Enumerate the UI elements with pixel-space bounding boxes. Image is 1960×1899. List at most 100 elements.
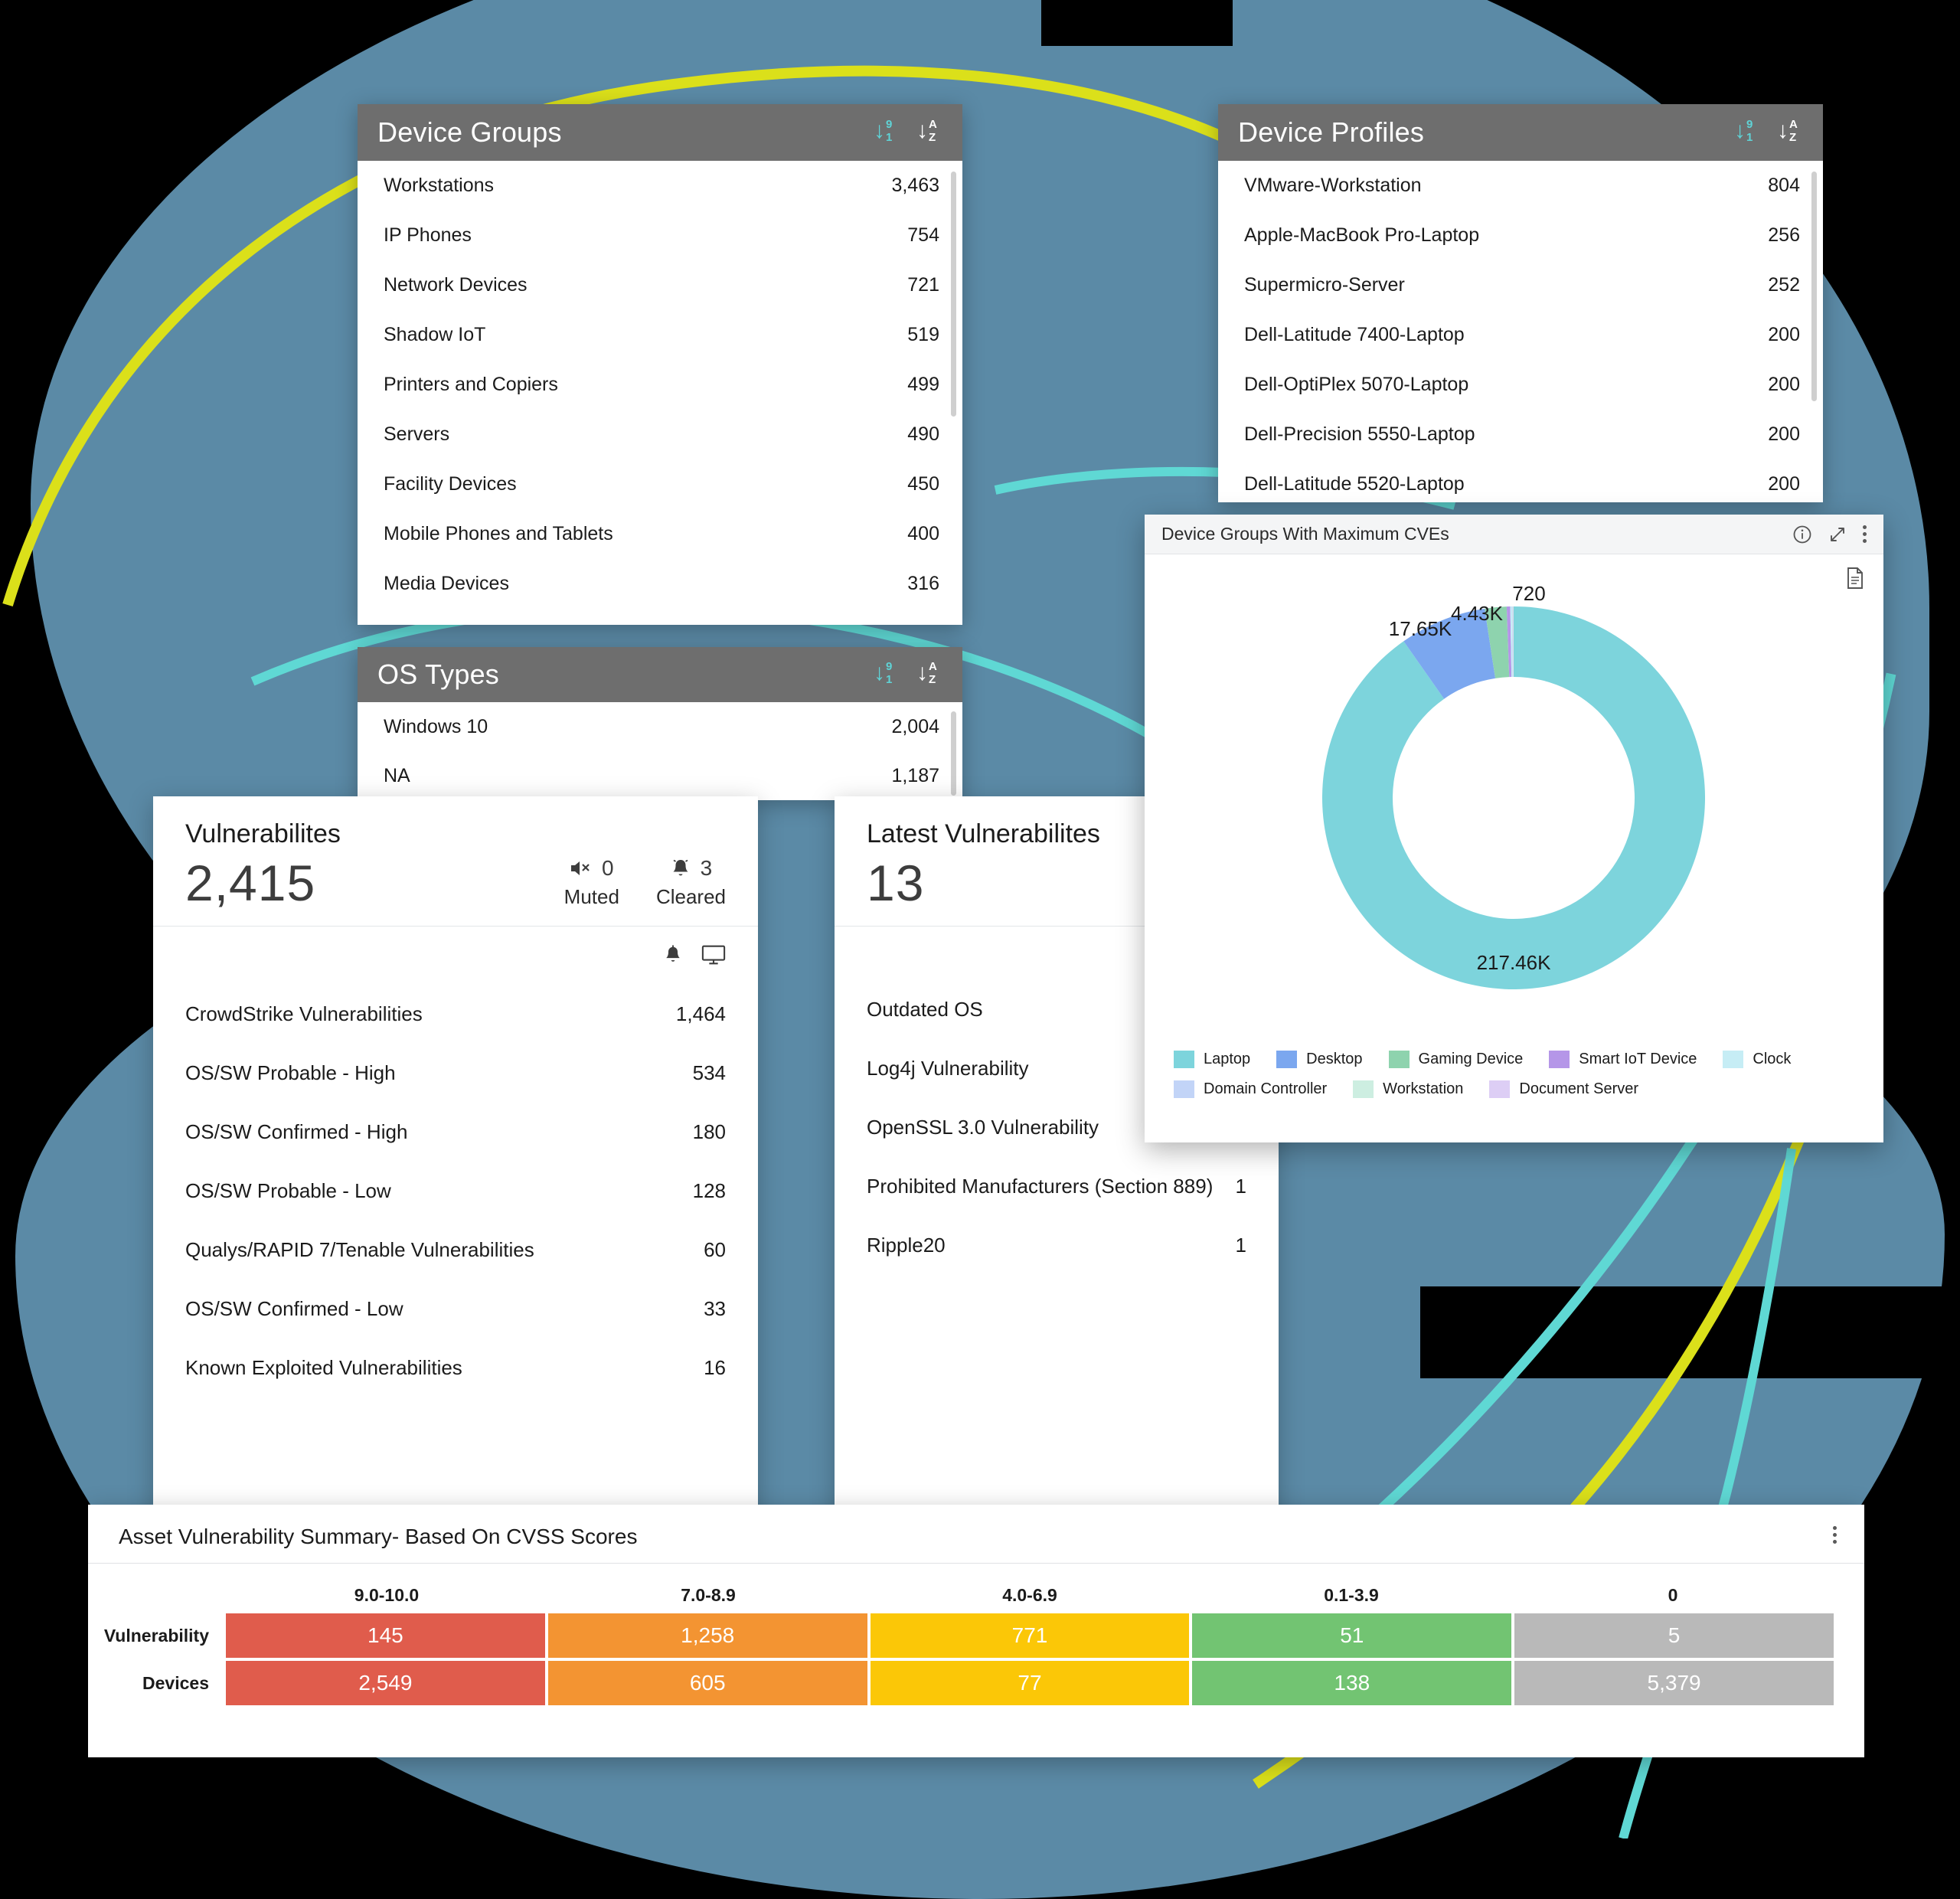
summary-row-label: Devices <box>142 1672 209 1693</box>
list-item[interactable]: OpenSSL 3.0 Vulnerability <box>835 1098 1279 1157</box>
device-groups-scrollbar[interactable] <box>951 172 956 417</box>
summary-cell[interactable]: 5,379 <box>1514 1661 1834 1705</box>
list-item-label: Network Devices <box>384 274 528 296</box>
vulnerabilities-list[interactable]: CrowdStrike Vulnerabilities 1,464 OS/SW Pr… <box>153 971 758 1405</box>
list-item-value: 180 <box>692 1120 726 1143</box>
legend-item[interactable]: Domain Controller <box>1174 1080 1327 1098</box>
list-item-label: Log4j Vulnerability <box>867 1057 1029 1080</box>
summary-cell[interactable]: 145 <box>226 1613 545 1658</box>
sort-alpha-desc-icon[interactable]: ↓ A Z <box>916 118 937 144</box>
more-vertical-icon[interactable] <box>1863 525 1867 543</box>
list-item[interactable]: CrowdStrike Vulnerabilities 1,464 <box>153 985 758 1044</box>
list-item[interactable]: Qualys/RAPID 7/Tenable Vulnerabilities 60 <box>153 1221 758 1280</box>
table-row: Vulnerability 145 1,258 771 51 5 <box>104 1613 1834 1658</box>
donut-segment[interactable] <box>1511 606 1514 678</box>
list-item[interactable]: NA 1,187 <box>358 751 962 800</box>
donut-segment[interactable] <box>1510 606 1513 678</box>
donut-segment[interactable] <box>1513 606 1514 678</box>
more-vertical-icon[interactable] <box>1833 1526 1837 1544</box>
list-item[interactable]: Facility Devices 450 <box>358 459 962 509</box>
legend-item[interactable]: Laptop <box>1174 1051 1250 1068</box>
speaker-muted-icon <box>571 861 590 875</box>
donut-segment[interactable] <box>1403 608 1496 699</box>
device-groups-cve-widget: Device Groups With Maximum CVEs 217.46K 1… <box>1145 515 1883 1142</box>
list-item[interactable]: Servers 490 <box>358 410 962 459</box>
legend-item[interactable]: Smart IoT Device <box>1549 1051 1697 1068</box>
legend-item[interactable]: Desktop <box>1276 1051 1363 1068</box>
monitor-icon[interactable] <box>701 943 726 966</box>
donut-segment-label: 4.43K <box>1451 602 1504 625</box>
list-item[interactable]: Windows 10 2,004 <box>358 702 962 751</box>
summary-column-header: 4.0-6.9 <box>1002 1585 1057 1605</box>
list-item[interactable]: Workstations 3,463 <box>358 161 962 211</box>
os-types-scrollbar[interactable] <box>951 711 956 796</box>
list-item[interactable]: Outdated OS <box>835 980 1279 1039</box>
sort-numeric-desc-icon[interactable]: ↓ 9 1 <box>1734 118 1753 144</box>
expand-arrows-icon[interactable] <box>1828 525 1847 544</box>
list-item-label: Supermicro-Server <box>1244 274 1405 296</box>
summary-cell[interactable]: 138 <box>1192 1661 1512 1705</box>
device-groups-list[interactable]: Workstations 3,463 IP Phones 754 Network Dev… <box>358 161 962 609</box>
list-item[interactable]: Shadow IoT 519 <box>358 310 962 360</box>
summary-column-header: 0.1-3.9 <box>1324 1585 1379 1605</box>
legend-item[interactable]: Gaming Device <box>1388 1051 1523 1068</box>
legend-swatch <box>1174 1051 1194 1068</box>
summary-cell[interactable]: 771 <box>870 1613 1190 1658</box>
list-item[interactable]: Printers and Copiers 499 <box>358 360 962 410</box>
list-item[interactable]: Apple-MacBook Pro-Laptop 256 <box>1218 211 1823 260</box>
document-icon[interactable] <box>1845 567 1865 590</box>
list-item-label: IP Phones <box>384 224 472 246</box>
list-item-label: Workstations <box>384 175 495 196</box>
list-item[interactable]: VMware-Workstation 804 <box>1218 161 1823 211</box>
donut-segment[interactable] <box>1506 606 1512 678</box>
sort-numeric-desc-icon[interactable]: ↓ 9 1 <box>874 118 893 144</box>
legend-item[interactable]: Clock <box>1723 1051 1791 1068</box>
vulnerabilities-card-header: Vulnerabilites 2,415 0 Muted <box>153 796 758 927</box>
list-item[interactable]: OS/SW Confirmed - Low 33 <box>153 1280 758 1338</box>
list-item[interactable]: Known Exploited Vulnerabilities 16 <box>153 1338 758 1397</box>
list-item[interactable]: Log4j Vulnerability <box>835 1039 1279 1098</box>
summary-cell[interactable]: 51 <box>1192 1613 1512 1658</box>
donut-segment[interactable] <box>1512 606 1514 678</box>
legend-item[interactable]: Workstation <box>1353 1080 1463 1098</box>
list-item-value: 490 <box>907 423 939 445</box>
summary-cell[interactable]: 1,258 <box>547 1613 867 1658</box>
list-item[interactable]: OS/SW Probable - Low 128 <box>153 1162 758 1221</box>
list-item[interactable]: Ripple20 1 <box>835 1216 1279 1275</box>
summary-cell[interactable]: 605 <box>547 1661 867 1705</box>
donut-chart[interactable]: 217.46K 17.65K 4.43K 720 <box>1145 554 1883 1044</box>
device-profiles-list[interactable]: VMware-Workstation 804 Apple-MacBook Pro-L… <box>1218 161 1823 509</box>
os-types-list[interactable]: Windows 10 2,004 NA 1,187 <box>358 702 962 800</box>
summary-cell[interactable]: 2,549 <box>226 1661 545 1705</box>
donut-segment[interactable] <box>1322 606 1705 989</box>
sort-numeric-desc-icon[interactable]: ↓ 9 1 <box>874 660 893 686</box>
latest-vulnerabilities-list[interactable]: Outdated OS Log4j Vulnerability OpenSSL 3.… <box>835 966 1279 1283</box>
cleared-stat[interactable]: 3 Cleared <box>656 856 726 909</box>
list-item[interactable]: Dell-OptiPlex 5070-Laptop 200 <box>1218 360 1823 410</box>
list-item[interactable]: Supermicro-Server 252 <box>1218 260 1823 310</box>
info-circle-icon[interactable] <box>1792 525 1812 544</box>
list-item[interactable]: OS/SW Confirmed - High 180 <box>153 1103 758 1162</box>
sort-alpha-desc-icon[interactable]: ↓ A Z <box>1777 118 1798 144</box>
list-item-value: 1 <box>1235 1234 1246 1257</box>
muted-stat[interactable]: 0 Muted <box>564 856 619 909</box>
list-item[interactable]: OS/SW Probable - High 534 <box>153 1044 758 1103</box>
list-item[interactable]: Network Devices 721 <box>358 260 962 310</box>
list-item[interactable]: Dell-Precision 5550-Laptop 200 <box>1218 410 1823 459</box>
summary-cell[interactable]: 77 <box>870 1661 1190 1705</box>
list-item[interactable]: Dell-Latitude 7400-Laptop 200 <box>1218 310 1823 360</box>
list-item-value: 252 <box>1768 274 1800 296</box>
list-item[interactable]: IP Phones 754 <box>358 211 962 260</box>
list-item[interactable]: Dell-Latitude 5520-Laptop 200 <box>1218 459 1823 509</box>
list-item[interactable]: Media Devices 316 <box>358 559 962 609</box>
donut-segment[interactable] <box>1485 606 1510 678</box>
list-item[interactable]: Mobile Phones and Tablets 400 <box>358 509 962 559</box>
device-profiles-scrollbar[interactable] <box>1811 172 1817 401</box>
legend-swatch <box>1174 1080 1194 1098</box>
sort-alpha-desc-icon[interactable]: ↓ A Z <box>916 660 937 686</box>
list-item[interactable]: Prohibited Manufacturers (Section 889) 1 <box>835 1157 1279 1216</box>
list-item-label: OpenSSL 3.0 Vulnerability <box>867 1116 1099 1139</box>
summary-cell[interactable]: 5 <box>1514 1613 1834 1658</box>
bell-icon[interactable] <box>663 943 683 966</box>
legend-item[interactable]: Document Server <box>1489 1080 1638 1098</box>
